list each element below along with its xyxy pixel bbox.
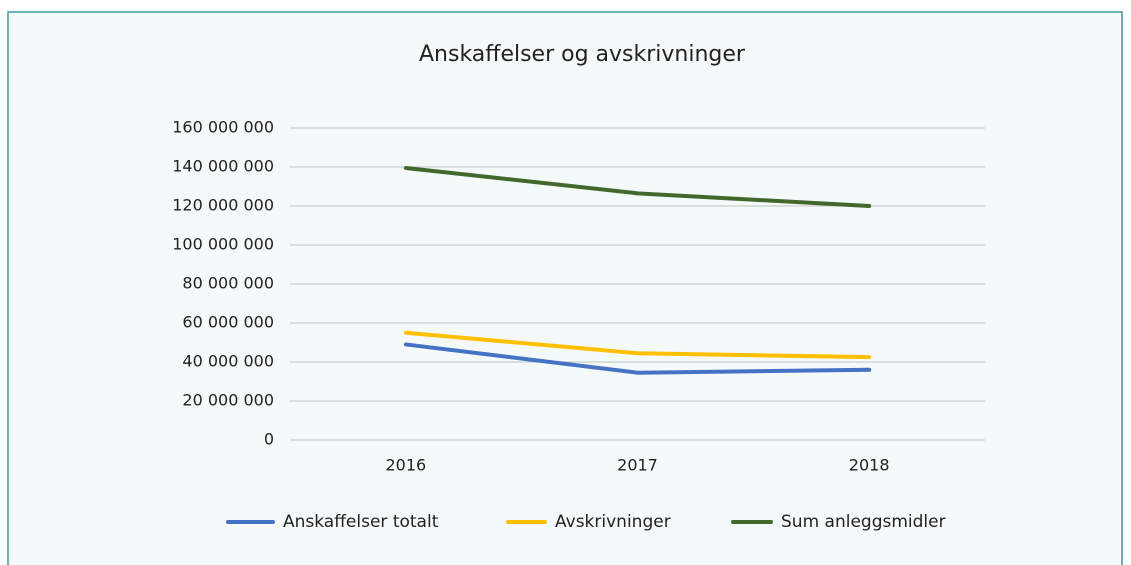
y-tick-label: 20 000 000 <box>182 391 274 410</box>
y-tick-label: 60 000 000 <box>182 313 274 332</box>
legend-label: Anskaffelser totalt <box>283 512 439 532</box>
chart-frame <box>7 11 1123 565</box>
chart-title: Anskaffelser og avskrivninger <box>419 42 746 67</box>
y-tick-label: 0 <box>264 430 274 449</box>
series-line <box>403 165 872 208</box>
y-tick-label: 100 000 000 <box>172 235 274 254</box>
y-tick-label: 40 000 000 <box>182 352 274 371</box>
legend-label: Avskrivninger <box>555 512 671 532</box>
y-tick-label: 140 000 000 <box>172 157 274 176</box>
series-line <box>403 330 872 360</box>
x-tick-label: 2016 <box>385 456 426 475</box>
legend-label: Sum anleggsmidler <box>781 512 946 532</box>
y-tick-label: 80 000 000 <box>182 274 274 293</box>
y-tick-label: 160 000 000 <box>172 118 274 137</box>
x-tick-label: 2017 <box>617 456 658 475</box>
series-line <box>403 342 872 375</box>
y-tick-label: 120 000 000 <box>172 196 274 215</box>
x-tick-label: 2018 <box>849 456 890 475</box>
